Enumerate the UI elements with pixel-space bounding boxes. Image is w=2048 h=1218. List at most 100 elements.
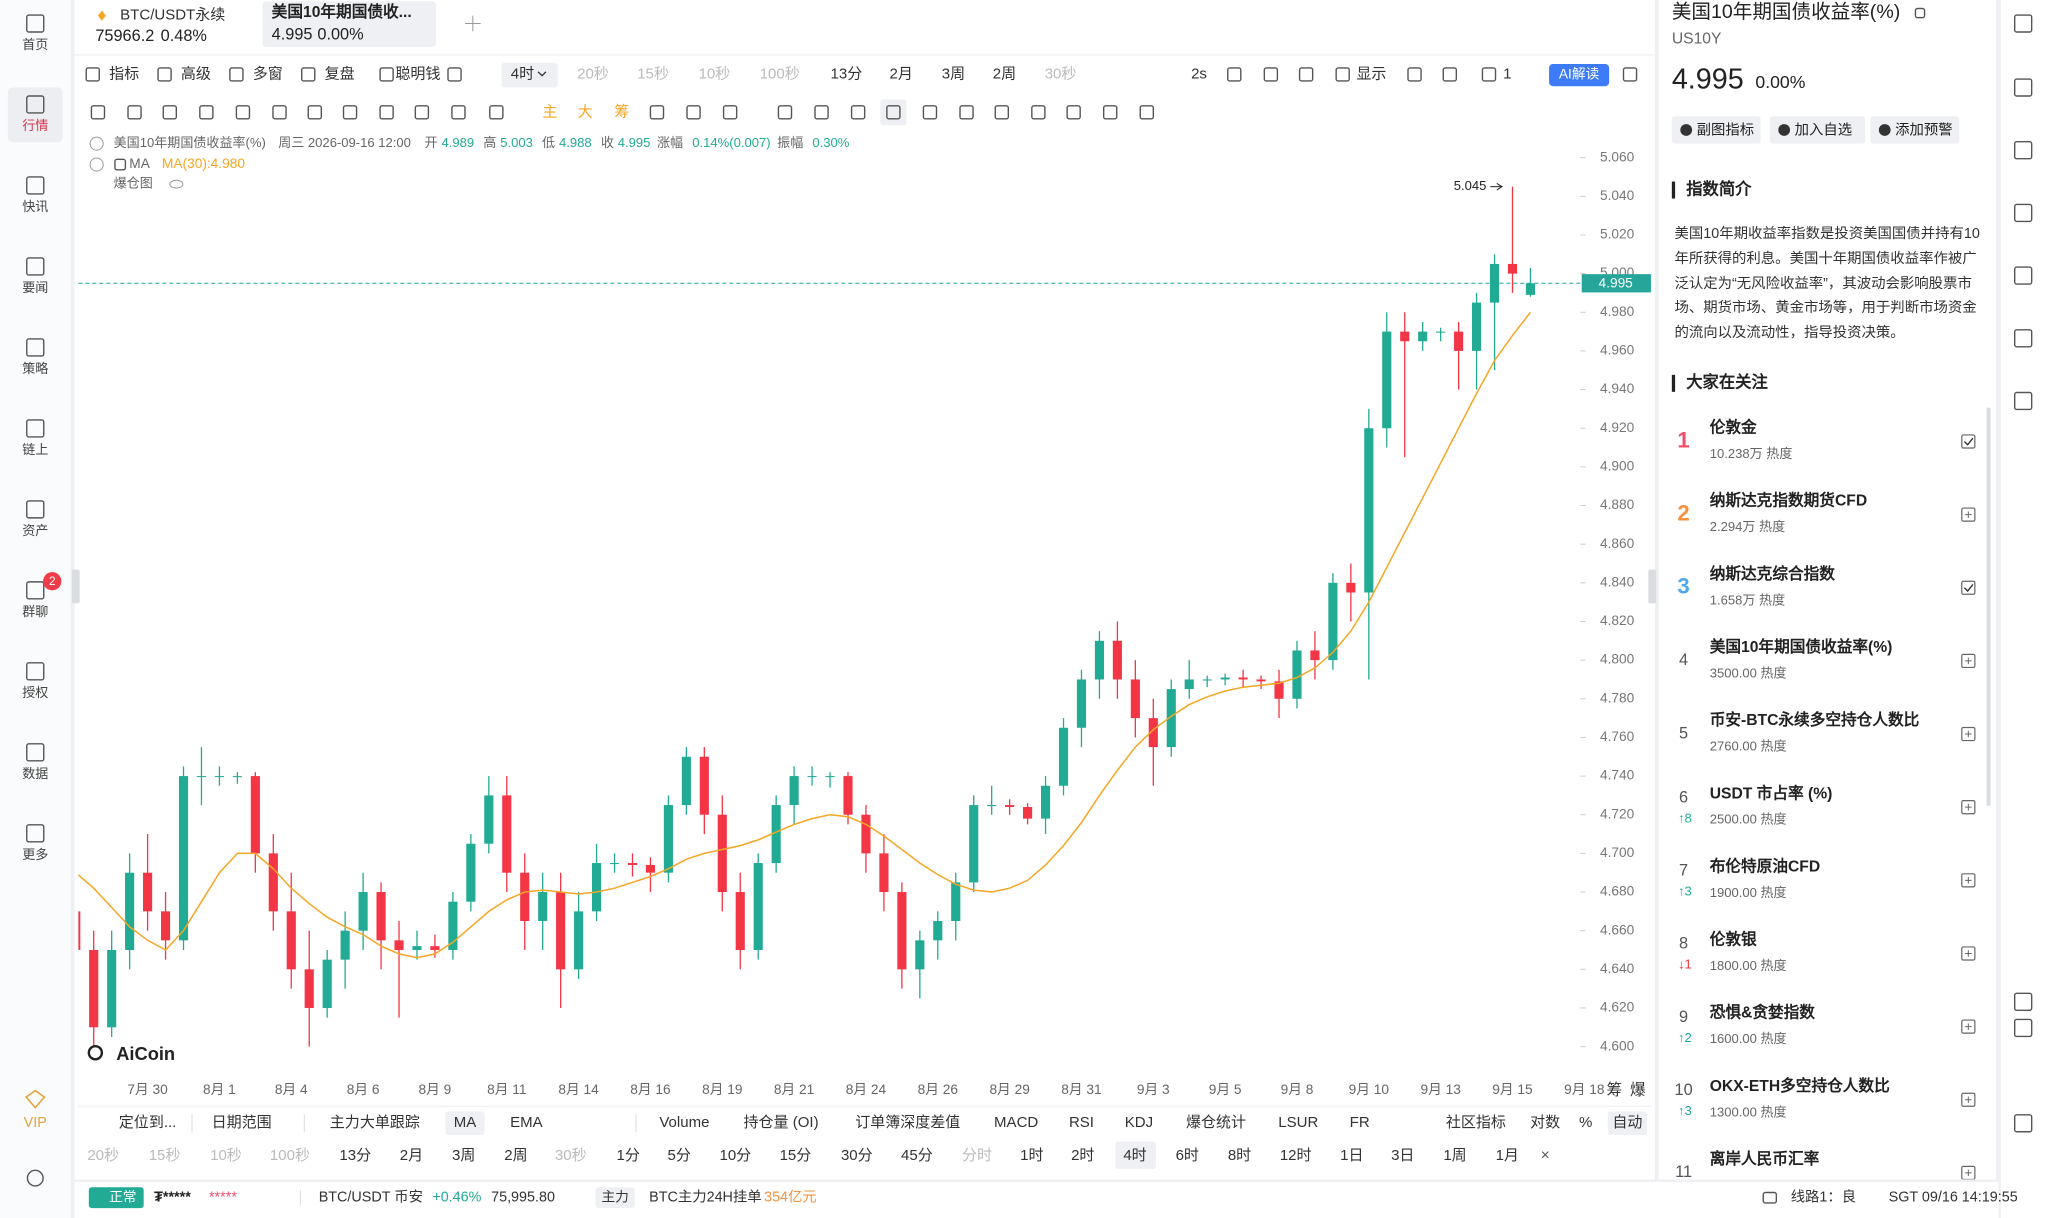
toolbar-item[interactable]: 10秒: [699, 65, 731, 82]
detail-button[interactable]: [1671, 116, 1761, 144]
indicator-item[interactable]: 自动: [1612, 1114, 1642, 1131]
period-item[interactable]: 5分: [667, 1147, 690, 1164]
period-item[interactable]: 10分: [719, 1147, 751, 1164]
period-item[interactable]: 13分: [339, 1147, 371, 1164]
watch-name[interactable]: 离岸人民币汇率: [1710, 1149, 1820, 1168]
nav-label[interactable]: 链上: [22, 442, 48, 457]
watch-toggle[interactable]: [1961, 1165, 1976, 1180]
watch-toggle[interactable]: [1961, 580, 1976, 595]
period-item[interactable]: 12时: [1280, 1147, 1312, 1164]
toolbar-item[interactable]: 多窗: [253, 64, 283, 82]
watch-name[interactable]: 伦敦金: [1710, 418, 1757, 437]
indicator-item[interactable]: MA: [454, 1114, 477, 1131]
watch-toggle[interactable]: [1961, 873, 1976, 888]
watch-toggle[interactable]: [1961, 653, 1976, 669]
watch-name[interactable]: 纳斯达克综合指数: [1710, 564, 1836, 583]
draw-tool-label[interactable]: 筹: [614, 103, 629, 120]
period-item[interactable]: 4时: [1123, 1147, 1146, 1164]
detail-button[interactable]: [1870, 116, 1960, 144]
indicator-item[interactable]: EMA: [510, 1114, 543, 1131]
indicator-item[interactable]: 社区指标: [1446, 1114, 1506, 1131]
period-item[interactable]: 15秒: [149, 1147, 181, 1164]
period-item[interactable]: 20秒: [87, 1147, 119, 1164]
period-item[interactable]: 2月: [400, 1147, 423, 1164]
ai-button[interactable]: [1549, 64, 1610, 87]
toolbar-item[interactable]: 20秒: [577, 65, 609, 82]
nav-label[interactable]: 群聊: [22, 604, 48, 619]
toolbar-item[interactable]: 3周: [942, 65, 965, 82]
tab-name[interactable]: BTC/USDT永续: [120, 7, 225, 24]
period-item[interactable]: 45分: [901, 1147, 933, 1164]
nav-label[interactable]: 数据: [22, 766, 48, 781]
toolbar-item[interactable]: 指标: [109, 65, 139, 82]
indicator-item[interactable]: RSI: [1069, 1114, 1094, 1131]
nav-label[interactable]: 行情: [22, 118, 48, 133]
period-item[interactable]: 3日: [1391, 1147, 1414, 1164]
toolbar-item[interactable]: 13分: [831, 65, 863, 82]
period-item[interactable]: 30分: [841, 1147, 873, 1164]
watch-name[interactable]: 布伦特原油CFD: [1710, 856, 1820, 875]
indicator-item[interactable]: 日期范围: [212, 1114, 272, 1131]
toolbar-item[interactable]: 15秒: [637, 65, 669, 82]
period-item[interactable]: 1时: [1020, 1147, 1043, 1164]
period-item[interactable]: 3周: [452, 1147, 475, 1164]
watch-name[interactable]: 美国10年期国债收益率(%): [1710, 637, 1893, 656]
watch-name[interactable]: OKX-ETH多空持仓人数比: [1710, 1076, 1890, 1095]
tab-name[interactable]: 美国10年期国债收...: [272, 2, 412, 21]
watch-toggle[interactable]: [1961, 1019, 1976, 1034]
detail-button[interactable]: [1769, 116, 1866, 144]
vip-label[interactable]: VIP: [24, 1115, 47, 1131]
button-label[interactable]: 副图指标: [1697, 121, 1754, 138]
watch-toggle[interactable]: [1961, 507, 1976, 522]
watch-name[interactable]: USDT 市占率 (%): [1710, 783, 1833, 802]
watch-toggle[interactable]: [1961, 726, 1976, 742]
period-item[interactable]: 1周: [1443, 1147, 1466, 1164]
period-item[interactable]: 2周: [504, 1147, 527, 1164]
nav-label[interactable]: 要闻: [22, 280, 48, 295]
toolbar-item[interactable]: 4时: [511, 65, 534, 82]
toolbar-item[interactable]: 1: [1503, 65, 1511, 82]
toolbar-item[interactable]: 高级: [181, 65, 211, 82]
indicator-item[interactable]: LSUR: [1278, 1114, 1318, 1131]
period-item[interactable]: 6时: [1176, 1147, 1199, 1164]
watch-name[interactable]: 伦敦银: [1710, 930, 1757, 949]
toolbar-item[interactable]: 2月: [890, 65, 913, 82]
toolbar-item[interactable]: 显示: [1356, 65, 1386, 82]
toolbar-item[interactable]: 30秒: [1045, 65, 1077, 82]
button-label[interactable]: 添加预警: [1895, 121, 1952, 138]
toolbar-item[interactable]: 2周: [993, 65, 1016, 82]
period-item[interactable]: 15分: [780, 1147, 812, 1164]
period-item[interactable]: 1日: [1340, 1147, 1363, 1164]
indicator-item[interactable]: 主力大单跟踪: [330, 1114, 420, 1131]
nav-label[interactable]: 资产: [22, 523, 48, 538]
period-item[interactable]: 100秒: [270, 1147, 310, 1164]
indicator-item[interactable]: 持仓量 (OI): [744, 1114, 819, 1131]
watch-toggle[interactable]: [1961, 434, 1976, 449]
watch-name[interactable]: 币安-BTC永续多空持仓人数比: [1710, 710, 1920, 729]
period-item[interactable]: 10秒: [210, 1147, 242, 1164]
period-item[interactable]: 分时: [962, 1147, 992, 1164]
watch-name[interactable]: 纳斯达克指数期货CFD: [1710, 491, 1867, 510]
nav-label[interactable]: 首页: [22, 37, 48, 52]
watch-name[interactable]: 恐惧&贪婪指数: [1710, 1003, 1816, 1022]
nav-label[interactable]: 更多: [22, 847, 48, 862]
period-item[interactable]: 1分: [617, 1147, 640, 1164]
toolbar-item[interactable]: 100秒: [760, 65, 800, 82]
indicator-item[interactable]: Volume: [659, 1114, 709, 1131]
indicator-item[interactable]: MACD: [994, 1114, 1038, 1131]
period-item[interactable]: 2时: [1071, 1147, 1094, 1164]
draw-tool-label[interactable]: 主: [542, 103, 557, 120]
button-label[interactable]: 加入自选: [1795, 121, 1852, 138]
watch-toggle[interactable]: [1961, 946, 1976, 961]
nav-label[interactable]: 授权: [22, 685, 48, 700]
indicator-item[interactable]: FR: [1350, 1114, 1370, 1131]
indicator-item[interactable]: KDJ: [1125, 1114, 1153, 1131]
toolbar-item[interactable]: 复盘: [325, 64, 355, 82]
period-close[interactable]: ×: [1541, 1147, 1550, 1164]
indicator-item[interactable]: %: [1579, 1114, 1592, 1131]
toolbar-item[interactable]: 聪明钱: [395, 65, 440, 82]
indicator-item[interactable]: 对数: [1530, 1114, 1560, 1131]
indicator-item[interactable]: 订单簿深度差值: [855, 1114, 960, 1131]
nav-label[interactable]: 策略: [22, 361, 48, 376]
ai-label[interactable]: AI解读: [1559, 67, 1600, 82]
